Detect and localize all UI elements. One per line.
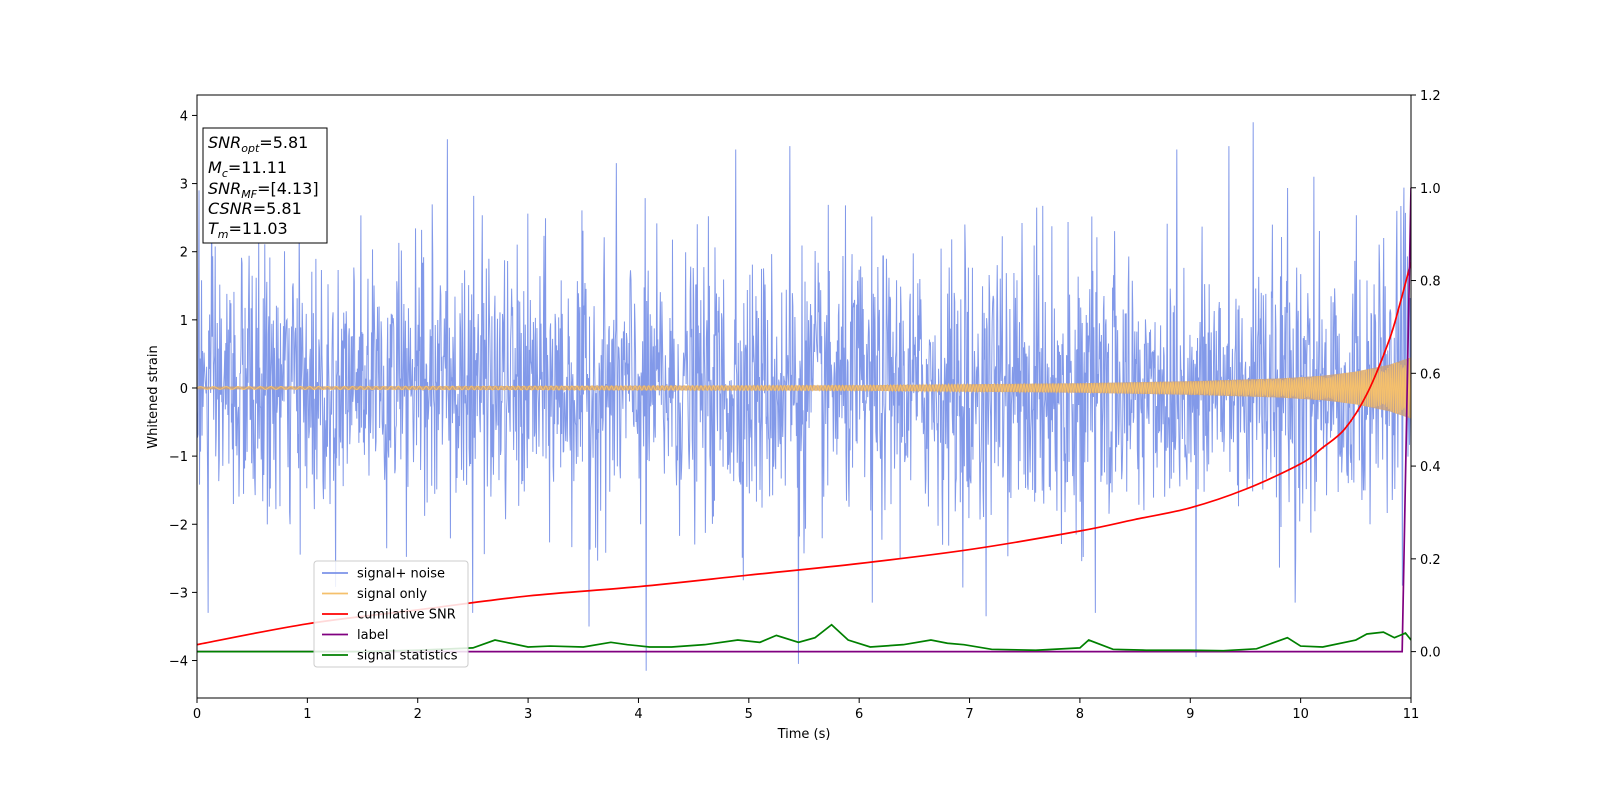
x-axis: 0 1 2 3 4 5 6 7 8 9 10 11 bbox=[193, 698, 1419, 722]
y2-tick-label: 1.2 bbox=[1420, 89, 1441, 104]
y-tick-label: 0 bbox=[180, 382, 188, 397]
x-axis-label: Time (s) bbox=[777, 727, 831, 742]
info-mc: Mc=11.11 bbox=[208, 158, 287, 180]
series-cumilative-snr-line bbox=[197, 261, 1411, 646]
y-axis-right: 0.0 0.2 0.4 0.6 0.8 1.0 1.2 bbox=[1411, 89, 1441, 661]
series-label-line bbox=[197, 187, 1411, 653]
y2-tick-label: 0.6 bbox=[1420, 367, 1441, 382]
x-tick-label: 7 bbox=[965, 707, 973, 722]
info-tm: Tm=11.03 bbox=[208, 219, 288, 241]
x-tick-label: 11 bbox=[1403, 707, 1420, 722]
y2-tick-label: 0.4 bbox=[1420, 460, 1441, 475]
legend-label: label bbox=[357, 628, 388, 643]
y-tick-label: 4 bbox=[180, 109, 188, 124]
x-tick-label: 3 bbox=[524, 707, 532, 722]
y-tick-label: 2 bbox=[180, 246, 188, 261]
y-tick-label: −1 bbox=[169, 450, 188, 465]
legend: signal+ noise signal only cumilative SNR la… bbox=[313, 560, 469, 668]
y-tick-label: 3 bbox=[180, 178, 188, 193]
x-tick-label: 8 bbox=[1076, 707, 1084, 722]
series-layer bbox=[197, 122, 1411, 671]
info-snr-opt: SNRopt=5.81 bbox=[208, 133, 308, 155]
x-tick-label: 9 bbox=[1186, 707, 1194, 722]
y2-tick-label: 0.8 bbox=[1420, 275, 1441, 290]
series-signal-only-line bbox=[197, 358, 1411, 419]
x-tick-label: 5 bbox=[745, 707, 753, 722]
x-tick-label: 1 bbox=[303, 707, 311, 722]
y-tick-label: 1 bbox=[180, 314, 188, 329]
info-box-frame bbox=[202, 127, 328, 244]
legend-label: signal statistics bbox=[357, 649, 458, 664]
y-axis-left: −4 −3 −2 −1 0 1 2 3 4 bbox=[169, 109, 197, 670]
y-axis-label: Whitened strain bbox=[146, 345, 161, 448]
plot-frame bbox=[196, 94, 1412, 699]
series-signal-statistics-line bbox=[197, 623, 1411, 653]
y2-tick-label: 0.0 bbox=[1420, 646, 1441, 661]
x-tick-label: 10 bbox=[1292, 707, 1309, 722]
x-tick-label: 6 bbox=[855, 707, 863, 722]
legend-frame bbox=[313, 560, 469, 668]
info-csnr: CSNR=5.81 bbox=[208, 199, 302, 218]
y2-tick-label: 1.0 bbox=[1420, 182, 1441, 197]
y2-tick-label: 0.2 bbox=[1420, 553, 1441, 568]
info-box: SNRopt=5.81 Mc=11.11 SNRMF=[4.13] CSNR=5… bbox=[202, 127, 328, 244]
legend-label: signal only bbox=[357, 587, 427, 602]
legend-label: signal+ noise bbox=[357, 567, 445, 582]
x-tick-label: 0 bbox=[193, 707, 201, 722]
y-tick-label: −3 bbox=[169, 586, 188, 601]
legend-label: cumilative SNR bbox=[357, 608, 456, 623]
series-signal-noise-line bbox=[197, 122, 1411, 671]
y-tick-label: −4 bbox=[169, 655, 188, 670]
info-snr-mf: SNRMF=[4.13] bbox=[208, 179, 319, 201]
x-tick-label: 2 bbox=[414, 707, 422, 722]
x-tick-label: 4 bbox=[634, 707, 642, 722]
y-tick-label: −2 bbox=[169, 518, 188, 533]
